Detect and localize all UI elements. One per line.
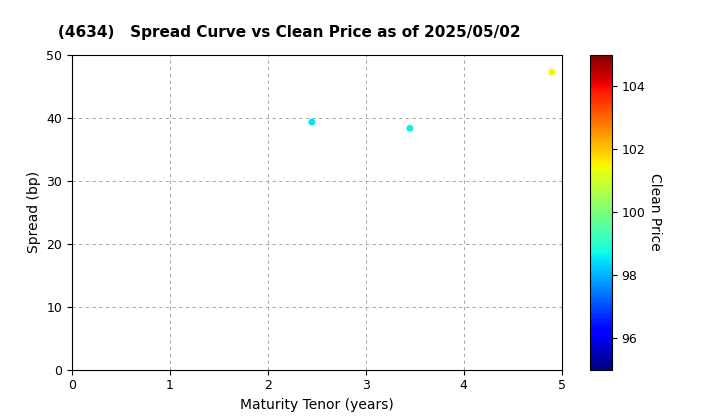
Point [404, 125, 415, 132]
Y-axis label: Clean Price: Clean Price [648, 173, 662, 251]
Point [306, 119, 318, 126]
Y-axis label: Spread (bp): Spread (bp) [27, 171, 41, 253]
Text: (4634)   Spread Curve vs Clean Price as of 2025/05/02: (4634) Spread Curve vs Clean Price as of… [58, 25, 521, 40]
Point [546, 69, 557, 76]
X-axis label: Maturity Tenor (years): Maturity Tenor (years) [240, 398, 394, 412]
